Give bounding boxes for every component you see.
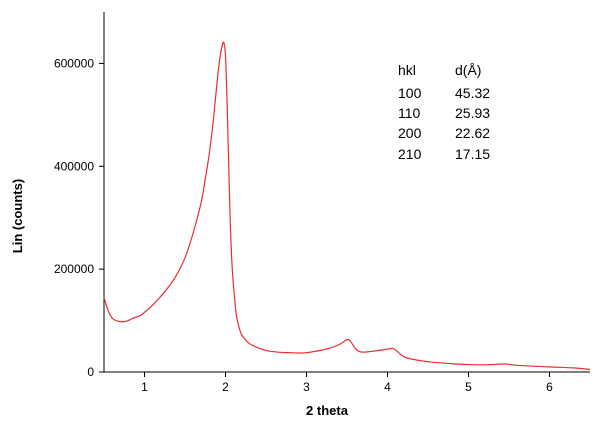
- x-tick-label: 3: [303, 380, 310, 394]
- annotation-hkl-100: 100: [398, 85, 422, 101]
- annotation-d-210: 17.15: [455, 146, 490, 162]
- x-tick-label: 6: [546, 380, 553, 394]
- annotation-hkl-210: 210: [398, 146, 422, 162]
- x-tick-label: 1: [141, 380, 148, 394]
- annotation-d-110: 25.93: [455, 105, 490, 121]
- x-tick-label: 4: [384, 380, 391, 394]
- annotation-table: hkl d(Å) 100 45.32 110 25.93 200 22.62 2…: [398, 62, 490, 162]
- y-ticks: 0 200000 400000 600000: [54, 56, 104, 379]
- y-tick-label: 600000: [54, 56, 94, 70]
- series-line: [103, 41, 591, 371]
- annotation-hkl-200: 200: [398, 125, 422, 141]
- annotation-hkl-110: 110: [398, 105, 421, 121]
- x-ticks: 1 2 3 4 5 6: [141, 372, 553, 394]
- annotation-header-hkl: hkl: [398, 62, 416, 78]
- x-tick-label: 5: [465, 380, 472, 394]
- annotation-d-100: 45.32: [455, 85, 490, 101]
- x-axis-label: 2 theta: [306, 403, 349, 418]
- annotation-d-200: 22.62: [455, 125, 490, 141]
- y-tick-label: 200000: [54, 262, 94, 276]
- x-tick-label: 2: [222, 380, 229, 394]
- axes: [103, 12, 590, 373]
- y-tick-label: 400000: [54, 159, 94, 173]
- annotation-header-d: d(Å): [455, 62, 481, 78]
- y-axis-label: Lin (counts): [10, 179, 25, 253]
- y-tick-label: 0: [87, 365, 94, 379]
